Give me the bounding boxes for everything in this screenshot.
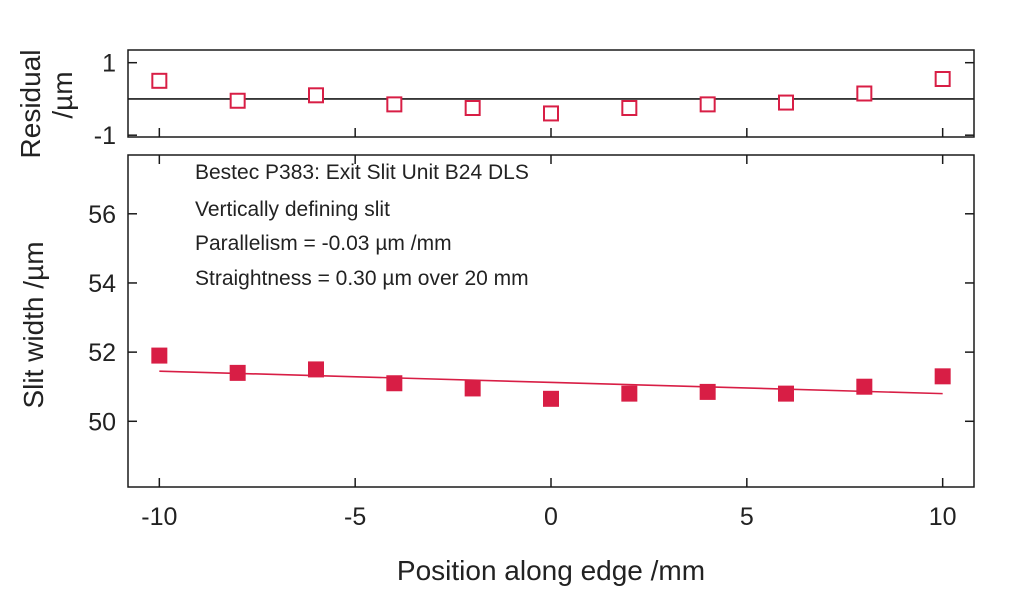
residual-y-tick-label: -1 (94, 122, 116, 150)
x-tick-label: -5 (344, 503, 366, 531)
x-tick-label: 5 (740, 503, 754, 531)
residual-point (464, 100, 481, 116)
residual-y-axis-unit: /µm (47, 71, 78, 118)
slit-width-point (308, 361, 324, 378)
y-tick-label: 50 (88, 408, 116, 436)
residual-point (699, 96, 716, 113)
annotation-block: Bestec P383: Exit Slit Unit B24 DLS Vert… (195, 161, 529, 290)
x-tick-label: 0 (544, 503, 558, 531)
x-tick-label: 10 (929, 503, 957, 531)
slit-width-point (543, 390, 559, 407)
slit-width-point (151, 347, 168, 364)
residual-points (151, 71, 951, 122)
residual-plot-frame (127, 49, 975, 138)
slit-width-point (856, 378, 873, 395)
main-panel: -10 -5 0 5 10 50 52 54 56 Slit width /µm Positio… (18, 128, 975, 586)
residual-point (386, 96, 403, 113)
slit-width-point (934, 368, 951, 385)
y-tick-label: 52 (88, 339, 116, 367)
residual-y-tick-label: 1 (102, 50, 116, 78)
residual-point (151, 72, 168, 89)
y-axis-title: Slit width /µm (18, 241, 49, 408)
residual-point (621, 100, 638, 116)
residual-point (543, 105, 559, 122)
residual-point (934, 71, 951, 87)
residual-point (778, 94, 794, 111)
slit-width-points (151, 347, 951, 407)
y-tick-label: 56 (88, 201, 116, 229)
residual-point (229, 92, 246, 109)
x-axis-title: Position along edge /mm (397, 555, 705, 586)
residual-ticks: 1 -1 (94, 50, 974, 150)
slit-width-point (229, 364, 246, 381)
linear-fit-line (159, 370, 943, 395)
annotation-line-parallelism: Parallelism = -0.03 µm /mm (195, 232, 452, 255)
annotation-line-instrument: Bestec P383: Exit Slit Unit B24 DLS (195, 161, 529, 184)
residual-y-axis-title: Residual (15, 50, 46, 159)
slit-width-point (386, 375, 403, 392)
annotation-line-straightness: Straightness = 0.30 µm over 20 mm (195, 267, 529, 290)
slit-width-point (699, 383, 716, 400)
slit-width-point (621, 385, 638, 402)
residual-point (308, 87, 324, 104)
x-tick-label: -10 (141, 503, 177, 531)
y-tick-label: 54 (88, 270, 116, 298)
annotation-line-slit: Vertically defining slit (195, 198, 390, 221)
residual-point (856, 85, 873, 102)
slit-width-point (464, 380, 481, 397)
residual-panel: 1 -1 Residual /µm (15, 49, 975, 159)
slit-width-point (778, 385, 794, 402)
main-ticks: -10 -5 0 5 10 50 52 54 56 (88, 128, 974, 531)
